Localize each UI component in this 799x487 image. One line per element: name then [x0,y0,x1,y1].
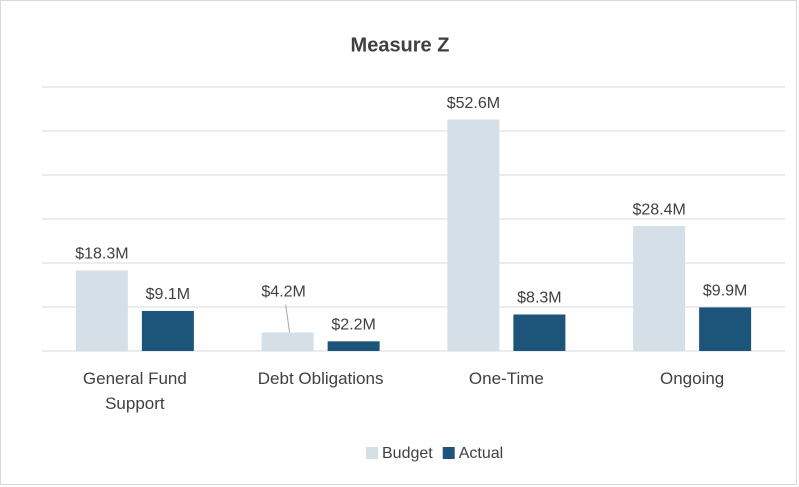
leader-line [285,304,291,333]
data-label: $9.9M [703,283,747,300]
chart-title: Measure Z [351,34,450,56]
bar [447,119,500,351]
data-label: $18.3M [75,246,128,263]
x-tick-label: General Fund Support [82,369,187,413]
legend-label: Budget [382,445,433,462]
legend-label: Actual [459,445,503,462]
x-tick-label: One-Time [468,369,544,388]
data-label: $52.6M [447,95,500,112]
bar [327,341,380,351]
bar [141,310,194,351]
bar [75,270,128,351]
data-label: $4.2M [261,284,305,301]
bar [699,307,752,351]
legend-swatch [442,447,455,459]
bar [513,314,566,351]
x-tick-label: Ongoing [659,369,725,388]
data-label: $2.2M [331,317,375,334]
bar [261,332,314,351]
x-tick-label: Debt Obligations [257,369,384,388]
bar [633,226,686,351]
data-label: $8.3M [517,290,561,307]
data-label: $9.1M [146,286,190,303]
legend-swatch [366,447,378,459]
data-label: $28.4M [632,201,685,218]
